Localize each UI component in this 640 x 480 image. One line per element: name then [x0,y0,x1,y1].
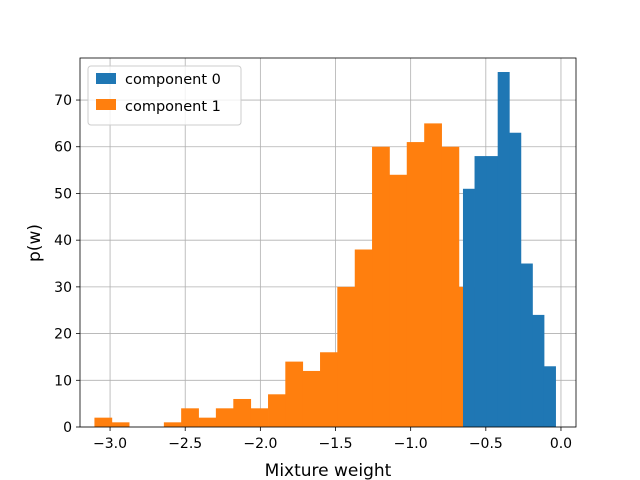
bar-component-1 [163,422,182,427]
x-tick-label: 0.0 [550,436,572,452]
y-axis-label: p(w) [25,224,45,262]
axes-frame [79,57,577,428]
bar-component-1 [268,394,286,427]
bar-component-0 [486,156,499,427]
legend-swatch-component-1 [96,99,116,110]
x-axis-ticks: −3.0 −2.5 −2.0 −1.5 −1.0 −0.5 0.0 [93,427,572,452]
bar-component-1 [285,361,304,427]
bar-component-1 [94,417,113,427]
bar-component-0 [532,314,545,427]
bar-component-0 [462,188,475,427]
bar-component-1 [424,123,442,428]
bar-component-0 [520,263,533,427]
legend-box [87,65,242,126]
bar-component-1 [198,417,217,427]
bar-component-1 [441,146,460,428]
bar-component-1 [337,286,356,427]
bar-component-0 [497,72,510,427]
x-tick-label: −1.5 [319,436,353,452]
legend-swatch-component-0 [96,73,116,84]
bar-component-1 [406,142,425,428]
legend-label-component-0: component 0 [125,72,221,88]
y-tick-label: 30 [54,280,72,296]
bar-component-1 [250,408,269,427]
x-tick-label: −3.0 [93,436,127,452]
bars [94,72,556,428]
y-tick-label: 70 [54,93,72,109]
bar-component-1 [354,249,373,427]
plot-frame [79,57,577,428]
legend: component 0 component 1 [87,65,242,126]
y-tick-label: 50 [54,186,72,202]
y-tick-label: 20 [54,327,72,343]
y-tick-label: 0 [63,420,72,436]
legend-label-component-1: component 1 [125,99,221,115]
y-axis-ticks: 0 10 20 30 40 50 60 70 [54,93,80,436]
x-axis-label: Mixture weight [265,461,392,480]
bar-component-1 [215,408,234,427]
x-tick-label: −2.0 [243,436,277,452]
bar-component-0 [474,156,487,427]
bar-component-1 [372,146,390,428]
x-tick-label: −0.5 [469,436,503,452]
bar-component-1 [320,352,338,427]
y-tick-label: 10 [54,373,72,389]
bar-component-1 [302,370,321,427]
bar-component-1 [181,408,199,427]
x-tick-label: −2.5 [168,436,202,452]
y-tick-label: 40 [54,233,72,249]
bar-component-0 [543,366,556,427]
x-tick-label: −1.0 [394,436,428,452]
y-tick-label: 60 [54,140,72,156]
bar-component-0 [509,132,522,427]
bar-component-1 [111,422,130,427]
bar-component-1 [389,174,408,427]
bar-component-1 [233,398,252,427]
